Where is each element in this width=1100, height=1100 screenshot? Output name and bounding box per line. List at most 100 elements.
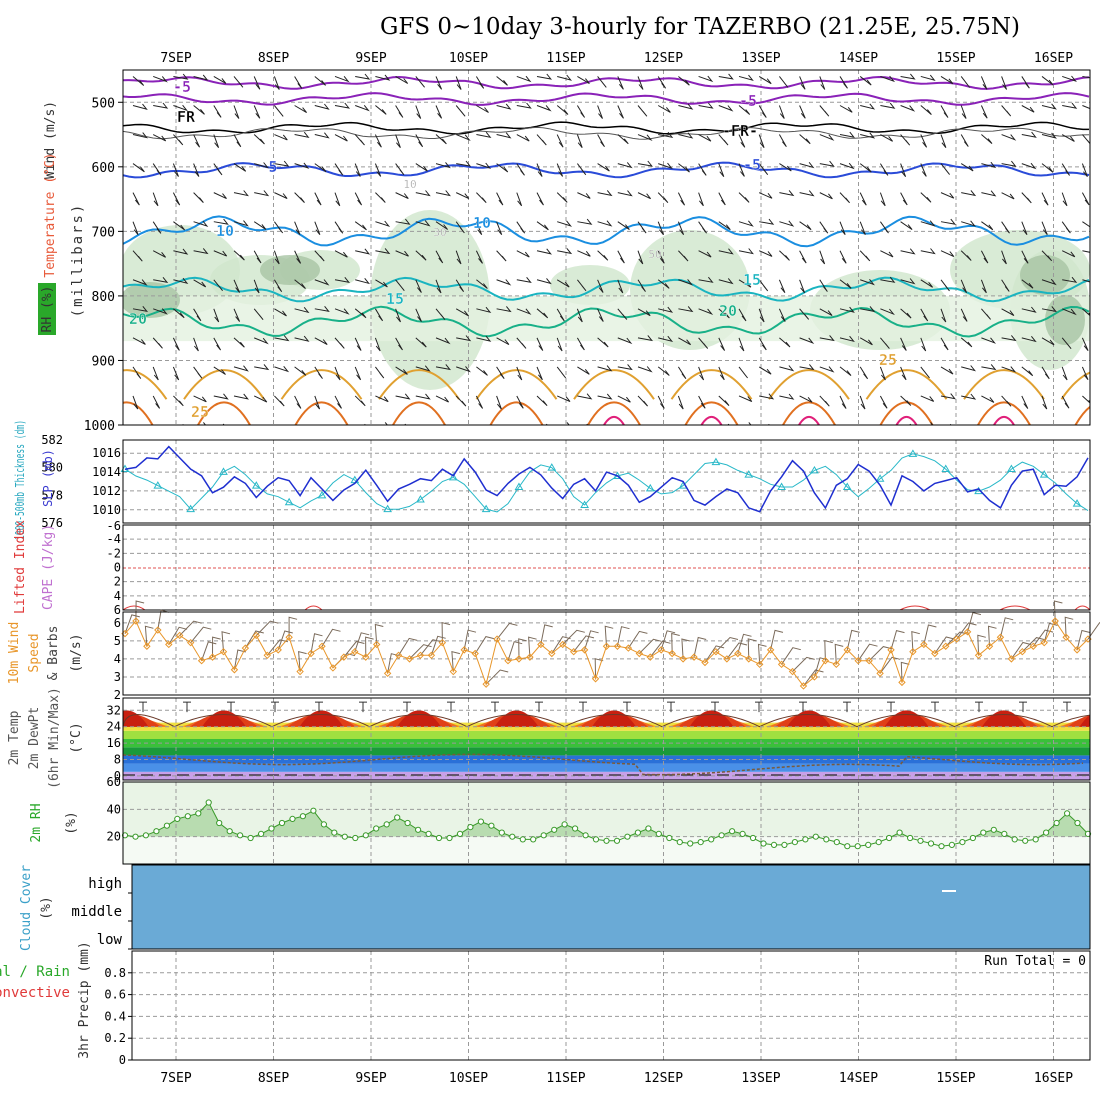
pressure-tick-label: 800 [92, 290, 115, 305]
pressure-tick-label: 600 [92, 161, 115, 176]
rh-point [645, 825, 652, 832]
wind-barb [839, 105, 853, 113]
rh-point [917, 837, 924, 844]
warm-contour [768, 369, 850, 400]
wind-barb [1021, 76, 1030, 89]
wind-barb [1062, 75, 1077, 83]
wind10m-barb [1021, 637, 1045, 653]
wind-barb [597, 337, 609, 348]
li-trace-segment [1074, 605, 1091, 611]
wind-barb [536, 278, 552, 285]
rh-point [132, 833, 139, 840]
wind-barb [1082, 221, 1090, 228]
thickness-point [842, 482, 852, 491]
wind-barb [355, 73, 371, 80]
wind-barb [273, 279, 283, 293]
wind-barb [1041, 132, 1057, 139]
rh-point [216, 819, 223, 827]
wind-barb [193, 192, 204, 203]
wind10m-barb [321, 628, 341, 647]
wind10m-panel: 2 3 4 5 6 10m Wind Speed & Barbs (m/s) [7, 600, 1100, 702]
wind-barb [1041, 76, 1054, 86]
wind-barb [961, 190, 977, 197]
wind-barb [152, 250, 166, 258]
wind10m-barb [846, 629, 860, 651]
thickness-point [810, 465, 819, 474]
rh-point [519, 836, 526, 843]
hot-contour [879, 401, 934, 425]
wind-barb [617, 221, 630, 231]
top-date-label: 11SEP [546, 51, 585, 66]
wind10m-barb [441, 622, 451, 643]
slp-tick-label: 1012 [92, 484, 121, 498]
wind10m-barb [638, 638, 662, 654]
rh-axis-label: RH (%) [40, 286, 55, 333]
wind10m-point [285, 633, 293, 641]
wind-barb [334, 395, 342, 409]
wind-barb [698, 102, 714, 109]
wind-barb [1061, 134, 1075, 142]
rh-point [729, 828, 736, 835]
wind-barb [415, 393, 431, 400]
precip-ticks: 0 0.2 0.4 0.6 0.8 [104, 966, 132, 1067]
wind-barb [758, 279, 769, 292]
wind-barb [759, 218, 775, 225]
wind-barb [576, 163, 587, 176]
wind-barb [274, 395, 285, 407]
warm-contour [865, 369, 948, 400]
temperature-arch [299, 710, 344, 727]
li-trace-segment [899, 605, 931, 611]
wind-barb [597, 424, 599, 425]
wind-barb [1001, 395, 1012, 407]
contour-label: 20 [129, 310, 147, 328]
thickness-point [1039, 470, 1049, 478]
wind-barb [961, 393, 977, 400]
wind-barb [1021, 395, 1029, 409]
rh-point [708, 836, 715, 843]
rh-point [613, 837, 621, 844]
rh-point [1084, 830, 1092, 838]
wind-barb [799, 76, 806, 90]
rh-point [184, 813, 191, 820]
wind10m-barb [201, 641, 217, 661]
wind-axis-label: Wind (m/s) [43, 101, 58, 179]
wind10m-barb [451, 650, 461, 672]
wind10m-point [438, 638, 447, 647]
wind-barb [880, 276, 896, 283]
wind-barb [839, 221, 846, 236]
wind-barb [335, 424, 336, 425]
slp-axis-label: SLP (mb) [41, 449, 55, 507]
wind-barb [233, 308, 241, 322]
wind-barb [981, 134, 993, 144]
rh-point [666, 834, 673, 842]
li-trace-segment [999, 605, 1031, 611]
temperature-arch [494, 710, 539, 727]
wind-barb [577, 393, 593, 400]
wind-barb [920, 395, 935, 402]
minmax-bar [931, 701, 939, 713]
contour-label: 15 [386, 290, 404, 308]
wind10m-point [241, 644, 250, 652]
thickness-point [711, 457, 721, 466]
wind-barb [577, 279, 587, 292]
wind-barb [1041, 192, 1049, 206]
wind-barb [294, 76, 303, 89]
wind-barb [677, 366, 687, 380]
minmax-bar [403, 701, 411, 713]
wind10m-barb [233, 649, 246, 670]
wind-barb [213, 163, 223, 176]
wind10m-point [1062, 633, 1070, 641]
wind-barb [738, 308, 747, 322]
wind-barb [395, 134, 401, 149]
wind-barb [1021, 279, 1034, 289]
wind10m-barb [528, 636, 537, 658]
rh-point [1022, 837, 1029, 844]
wind-barb [1081, 163, 1088, 178]
wind10m-barb [792, 656, 815, 672]
wind-barb [678, 76, 690, 86]
wind-barb [556, 395, 571, 403]
wind10m-point [723, 655, 731, 663]
wind-barb [819, 221, 829, 234]
minmax-bar [799, 701, 807, 713]
thickness-point [317, 490, 327, 499]
